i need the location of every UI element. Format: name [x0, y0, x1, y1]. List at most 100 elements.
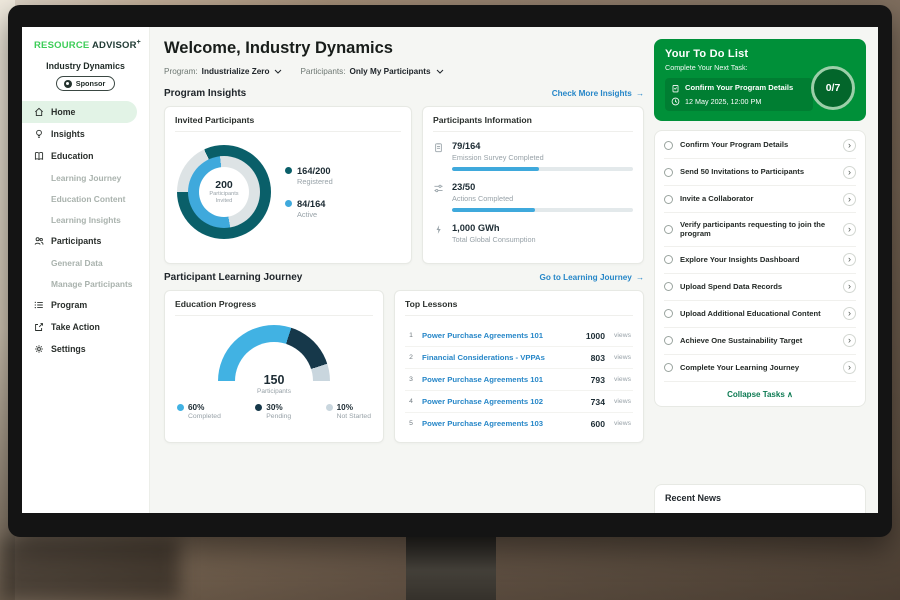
task-row[interactable]: Send 50 Invitations to Participants ›: [664, 159, 856, 186]
progress-track: [452, 167, 633, 171]
education-icon: [34, 152, 44, 161]
lesson-rank: 3: [409, 376, 413, 383]
chevron-down-icon: [275, 69, 282, 74]
task-row[interactable]: Explore Your Insights Dashboard ›: [664, 247, 856, 274]
todo-panel: Your To Do List Complete Your Next Task:…: [654, 27, 878, 513]
task-row[interactable]: Invite a Collaborator ›: [664, 186, 856, 213]
legend-label: Not Started: [336, 413, 371, 420]
legend-dot: [177, 404, 184, 411]
energy-icon: [436, 225, 441, 234]
go-to-learning-journey-link[interactable]: Go to Learning Journey →: [539, 273, 644, 282]
lesson-rank: 4: [409, 398, 413, 405]
task-row[interactable]: Upload Spend Data Records ›: [664, 274, 856, 301]
legend-item-pending: 30% Pending: [255, 403, 291, 420]
gauge-center: 150 Participants: [218, 373, 330, 395]
legend-dot: [255, 404, 263, 411]
sidebar-item-program[interactable]: Program: [22, 294, 149, 316]
program-filter-dropdown[interactable]: Program: Industrialize Zero: [164, 67, 282, 76]
sidebar-item-general-data[interactable]: General Data: [22, 252, 149, 273]
task-row[interactable]: Verify participants requesting to join t…: [664, 213, 856, 247]
collapse-tasks-link[interactable]: Collapse Tasks ∧: [664, 380, 856, 406]
task-chevron-icon[interactable]: ›: [843, 280, 856, 294]
sidebar-item-take-action[interactable]: Take Action: [22, 316, 149, 338]
legend-value: 10%: [336, 403, 353, 412]
insights-icon: [36, 130, 42, 139]
sidebar-item-education-content[interactable]: Education Content: [22, 188, 149, 209]
donut-center-label: Participants Invited: [209, 190, 239, 204]
sidebar-item-education[interactable]: Education: [22, 145, 149, 167]
task-label: Explore Your Insights Dashboard: [680, 254, 800, 264]
todo-next-task-chip: Confirm Your Program Details 12 May 2025…: [665, 78, 813, 111]
sidebar-item-label: Participants: [51, 236, 102, 247]
legend-value: 84/164: [297, 198, 326, 209]
lesson-link[interactable]: Power Purchase Agreements 103: [422, 419, 544, 428]
task-chevron-icon[interactable]: ›: [843, 334, 856, 348]
lesson-views: 793: [590, 374, 605, 385]
views-suffix: views: [614, 354, 631, 361]
task-row[interactable]: Complete Your Learning Journey ›: [664, 355, 856, 381]
sidebar-item-participants[interactable]: Participants: [22, 230, 149, 252]
program-filter-value: Industrialize Zero: [201, 67, 270, 76]
task-checkbox[interactable]: [664, 282, 673, 292]
education-gauge-wrap: 150 Participants: [218, 325, 330, 395]
legend-item-registered: 164/200 Registered: [285, 166, 333, 186]
legend-label: Active: [297, 209, 318, 219]
clock-icon: [671, 97, 680, 106]
learning-cards-row: Education Progress 150 Participants 60%: [164, 290, 644, 443]
task-row[interactable]: Upload Additional Educational Content ›: [664, 301, 856, 328]
task-checkbox[interactable]: [664, 309, 673, 319]
sponsor-label: Sponsor: [75, 79, 106, 89]
views-suffix: views: [614, 398, 631, 405]
sidebar-item-home[interactable]: Home: [22, 101, 137, 124]
task-chevron-icon[interactable]: ›: [843, 361, 856, 375]
lesson-link[interactable]: Power Purchase Agreements 101: [422, 331, 544, 340]
monitor-stand: [406, 534, 496, 600]
participants-filter-label: Participants:: [300, 67, 346, 76]
legend-item-active: 84/164 Active: [285, 199, 333, 219]
sidebar-item-manage-participants[interactable]: Manage Participants: [22, 273, 149, 294]
sidebar-item-settings[interactable]: Settings: [22, 338, 149, 360]
task-chevron-icon[interactable]: ›: [843, 192, 856, 206]
sidebar-item-learning-journey[interactable]: Learning Journey: [22, 167, 149, 188]
task-row[interactable]: Achieve One Sustainability Target ›: [664, 328, 856, 355]
consumption-row: 1,000 GWh Total Global Consumption: [433, 223, 633, 244]
education-progress-card: Education Progress 150 Participants 60%: [164, 290, 384, 443]
task-chevron-icon[interactable]: ›: [843, 307, 856, 321]
invited-legend: 164/200 Registered 84/164 Active: [285, 166, 333, 219]
participants-filter-dropdown[interactable]: Participants: Only My Participants: [300, 67, 443, 76]
task-checkbox[interactable]: [664, 336, 673, 346]
task-chevron-icon[interactable]: ›: [843, 138, 856, 152]
check-more-insights-link[interactable]: Check More Insights →: [552, 89, 644, 98]
participants-icon: [34, 237, 44, 245]
sidebar-item-label: Home: [51, 107, 76, 118]
sidebar-item-label: Take Action: [51, 322, 100, 333]
lesson-row: 2 Financial Considerations - VPPAs 803 v…: [405, 347, 633, 369]
task-chevron-icon[interactable]: ›: [843, 253, 856, 267]
actions-icon: [434, 184, 443, 193]
sidebar-item-insights[interactable]: Insights: [22, 123, 149, 145]
task-chevron-icon[interactable]: ›: [843, 165, 856, 179]
lesson-link[interactable]: Power Purchase Agreements 102: [422, 397, 544, 406]
lesson-rank: 1: [409, 332, 413, 339]
task-checkbox[interactable]: [664, 194, 673, 204]
sidebar-item-label: Manage Participants: [51, 278, 133, 289]
task-row[interactable]: Confirm Your Program Details ›: [664, 132, 856, 159]
section-title: Program Insights: [164, 88, 247, 99]
sidebar-item-learning-insights[interactable]: Learning Insights: [22, 209, 149, 230]
lesson-link[interactable]: Financial Considerations - VPPAs: [422, 353, 545, 362]
lesson-row: 4 Power Purchase Agreements 102 734 view…: [405, 391, 633, 413]
actions-completed-row: 23/50 Actions Completed: [433, 182, 633, 212]
arrow-right-icon: →: [635, 89, 644, 98]
lesson-link[interactable]: Power Purchase Agreements 101: [422, 375, 544, 384]
task-checkbox[interactable]: [664, 363, 673, 373]
task-checkbox[interactable]: [664, 255, 673, 265]
task-label: Invite a Collaborator: [680, 194, 754, 204]
task-checkbox[interactable]: [664, 167, 673, 177]
task-chevron-icon[interactable]: ›: [843, 222, 856, 236]
task-checkbox[interactable]: [664, 140, 673, 150]
metric-label: Total Global Consumption: [452, 235, 536, 244]
progress-fill: [452, 208, 536, 212]
chevron-up-icon: ∧: [787, 389, 793, 399]
lesson-row: 5 Power Purchase Agreements 103 600 view…: [405, 413, 633, 434]
task-checkbox[interactable]: [664, 224, 673, 234]
